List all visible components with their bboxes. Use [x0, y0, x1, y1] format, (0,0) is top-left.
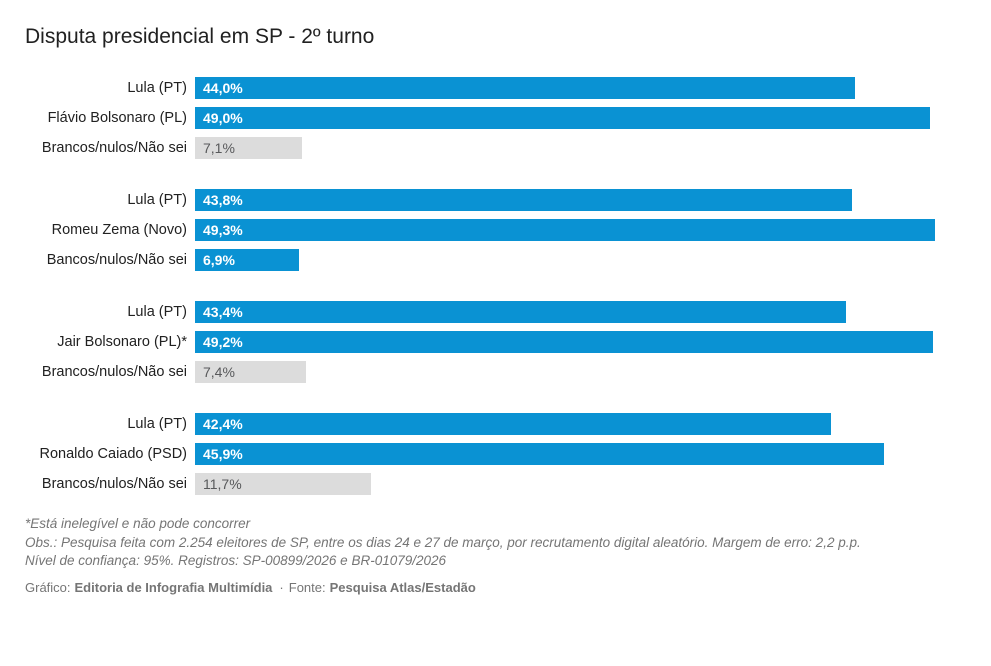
- candidate-label: Lula (PT): [127, 304, 187, 320]
- credit-chart-label: Gráfico:: [25, 579, 71, 595]
- bar-track: 7,4%: [195, 361, 991, 383]
- candidate-label: Ronaldo Caiado (PSD): [39, 446, 188, 462]
- value-label: 42,4%: [203, 416, 243, 432]
- result-bar: 49,3%: [195, 219, 935, 241]
- bar-track: 43,8%: [195, 189, 991, 211]
- bar-row: Lula (PT) 43,4%: [0, 301, 991, 323]
- bar-track: 49,2%: [195, 331, 991, 353]
- bar-track: 11,7%: [195, 473, 991, 495]
- bar-row: Jair Bolsonaro (PL)* 49,2%: [0, 331, 991, 353]
- result-bar: 42,4%: [195, 413, 831, 435]
- result-bar: 43,4%: [195, 301, 846, 323]
- bar-track: 44,0%: [195, 77, 991, 99]
- candidate-label: Flávio Bolsonaro (PL): [47, 110, 187, 126]
- result-bar: 7,4%: [195, 361, 306, 383]
- credit-chart-author: Editoria de Infografia Multimídia: [74, 579, 273, 595]
- value-label: 11,7%: [203, 476, 242, 492]
- value-label: 7,1%: [203, 140, 235, 156]
- value-label: 49,3%: [203, 222, 243, 238]
- credit-source-label: Fonte:: [288, 579, 326, 595]
- bar-row: Brancos/nulos/Não sei 11,7%: [0, 473, 991, 495]
- value-label: 45,9%: [203, 446, 243, 462]
- scenario-group: Lula (PT) 44,0% Flávio Bolsonaro (PL) 49,0%…: [0, 77, 991, 159]
- result-bar: 44,0%: [195, 77, 855, 99]
- bar-track: 45,9%: [195, 443, 991, 465]
- candidate-label: Brancos/nulos/Não sei: [41, 140, 187, 156]
- scenario-group: Lula (PT) 42,4% Ronaldo Caiado (PSD) 45,9% B…: [0, 413, 991, 495]
- footnote-methodology: Obs.: Pesquisa feita com 2.254 eleitores…: [25, 534, 861, 550]
- poll-bar-chart: Lula (PT) 44,0% Flávio Bolsonaro (PL) 49,0%…: [0, 77, 991, 495]
- value-label: 6,9%: [203, 252, 235, 268]
- bar-track: 6,9%: [195, 249, 991, 271]
- value-label: 43,4%: [203, 304, 243, 320]
- bar-track: 7,1%: [195, 137, 991, 159]
- bar-row: Lula (PT) 44,0%: [0, 77, 991, 99]
- candidate-label: Lula (PT): [127, 80, 187, 96]
- bar-row: Ronaldo Caiado (PSD) 45,9%: [0, 443, 991, 465]
- bar-row: Flávio Bolsonaro (PL) 49,0%: [0, 107, 991, 129]
- candidate-label: Brancos/nulos/Não sei: [41, 476, 187, 492]
- result-bar: 6,9%: [195, 249, 299, 271]
- value-label: 49,0%: [203, 110, 243, 126]
- bar-row: Romeu Zema (Novo) 49,3%: [0, 219, 991, 241]
- candidate-label: Lula (PT): [127, 416, 187, 432]
- bar-row: Lula (PT) 43,8%: [0, 189, 991, 211]
- footnote-registration: Nível de confiança: 95%. Registros: SP-0…: [25, 553, 447, 568]
- bar-track: 43,4%: [195, 301, 991, 323]
- bar-row: Brancos/nulos/Não sei 7,1%: [0, 137, 991, 159]
- bar-row: Bancos/nulos/Não sei 6,9%: [0, 249, 991, 271]
- bar-track: 42,4%: [195, 413, 991, 435]
- result-bar: 45,9%: [195, 443, 884, 465]
- result-bar: 7,1%: [195, 137, 302, 159]
- candidate-label: Jair Bolsonaro (PL)*: [57, 334, 187, 350]
- footnote-ineligible: *Está inelegível e não pode concorrer: [25, 516, 251, 531]
- scenario-group: Lula (PT) 43,4% Jair Bolsonaro (PL)* 49,2% B…: [0, 301, 991, 383]
- credit-source-name: Pesquisa Atlas/Estadão: [329, 579, 476, 595]
- dot-separator-icon: ·: [279, 579, 284, 595]
- scenario-group: Lula (PT) 43,8% Romeu Zema (Novo) 49,3% Banc…: [0, 189, 991, 271]
- candidate-label: Romeu Zema (Novo): [51, 222, 187, 238]
- value-label: 7,4%: [203, 364, 235, 380]
- credits-line: Gráfico: Editoria de Infografia Multimídi…: [25, 579, 991, 596]
- result-bar: 49,0%: [195, 107, 930, 129]
- bar-row: Brancos/nulos/Não sei 7,4%: [0, 361, 991, 383]
- candidate-label: Lula (PT): [127, 192, 187, 208]
- value-label: 44,0%: [203, 80, 243, 96]
- value-label: 49,2%: [203, 334, 243, 350]
- result-bar: 49,2%: [195, 331, 933, 353]
- result-bar: 43,8%: [195, 189, 852, 211]
- page-title: Disputa presidencial em SP - 2º turno: [25, 25, 375, 48]
- candidate-label: Brancos/nulos/Não sei: [41, 364, 187, 380]
- bar-track: 49,3%: [195, 219, 991, 241]
- footnotes: *Está inelegível e não pode concorrer Ob…: [25, 515, 991, 571]
- value-label: 43,8%: [203, 192, 243, 208]
- bar-row: Lula (PT) 42,4%: [0, 413, 991, 435]
- candidate-label: Bancos/nulos/Não sei: [46, 252, 187, 268]
- result-bar: 11,7%: [195, 473, 371, 495]
- bar-track: 49,0%: [195, 107, 991, 129]
